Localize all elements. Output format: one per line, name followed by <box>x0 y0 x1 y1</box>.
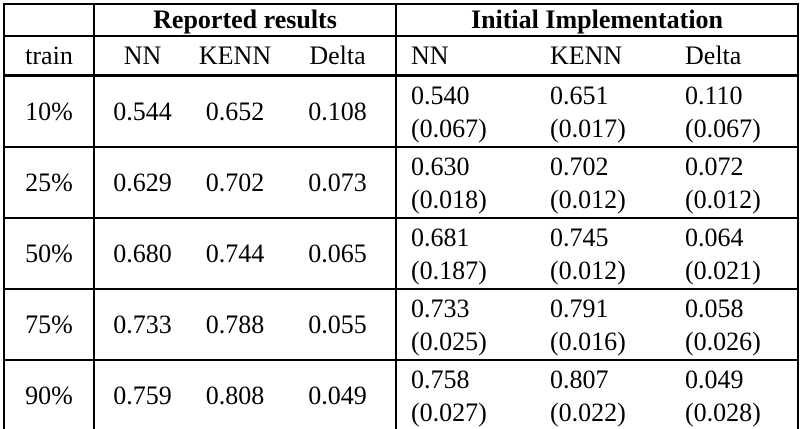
initial-delta-cell: 0.058 (0.026) <box>671 289 798 361</box>
initial-kenn-cell: 0.791 (0.016) <box>536 289 671 361</box>
initial-nn-cell: 0.540 (0.067) <box>396 75 536 148</box>
initial-delta-std: (0.067) <box>685 113 761 143</box>
initial-nn-value: 0.540 <box>411 80 470 110</box>
initial-kenn-value: 0.702 <box>550 151 609 181</box>
column-header-reported-delta: Delta <box>280 36 397 77</box>
initial-nn-value: 0.630 <box>411 151 470 181</box>
reported-kenn-value: 0.702 <box>190 147 280 219</box>
initial-nn-std: (0.067) <box>411 113 487 143</box>
train-label: 75% <box>4 289 95 361</box>
initial-nn-std: (0.018) <box>411 184 487 214</box>
initial-delta-value: 0.110 <box>685 80 743 110</box>
initial-kenn-std: (0.012) <box>550 255 626 285</box>
initial-kenn-cell: 0.807 (0.022) <box>536 360 671 429</box>
reported-nn-value: 0.629 <box>94 147 190 219</box>
initial-nn-value: 0.733 <box>411 293 470 323</box>
initial-nn-cell: 0.733 (0.025) <box>396 289 536 361</box>
table-row-90pct: 90% 0.759 0.808 0.049 0.758 (0.027) 0.80… <box>4 360 798 429</box>
table-row-75pct: 75% 0.733 0.788 0.055 0.733 (0.025) 0.79… <box>4 289 798 361</box>
initial-delta-std: (0.012) <box>685 184 761 214</box>
reported-kenn-value: 0.744 <box>190 218 280 290</box>
reported-kenn-value: 0.788 <box>190 289 280 361</box>
column-header-row: train NN KENN Delta NN KENN Delta <box>4 36 798 77</box>
column-header-reported-nn: NN <box>94 36 190 77</box>
table-row-25pct: 25% 0.629 0.702 0.073 0.630 (0.018) 0.70… <box>4 147 798 219</box>
initial-kenn-value: 0.651 <box>550 80 609 110</box>
column-header-initial-nn: NN <box>396 36 536 77</box>
column-header-initial-delta: Delta <box>671 36 798 77</box>
reported-delta-value: 0.055 <box>280 289 397 361</box>
initial-kenn-value: 0.791 <box>550 293 609 323</box>
train-label: 90% <box>4 360 95 429</box>
initial-kenn-cell: 0.702 (0.012) <box>536 147 671 219</box>
initial-kenn-cell: 0.651 (0.017) <box>536 75 671 148</box>
reported-delta-value: 0.049 <box>280 360 397 429</box>
initial-nn-std: (0.025) <box>411 326 487 356</box>
initial-kenn-std: (0.016) <box>550 326 626 356</box>
initial-kenn-std: (0.017) <box>550 113 626 143</box>
reported-kenn-value: 0.808 <box>190 360 280 429</box>
reported-nn-value: 0.759 <box>94 360 190 429</box>
initial-nn-value: 0.758 <box>411 364 470 394</box>
reported-kenn-value: 0.652 <box>190 75 280 148</box>
reported-delta-value: 0.073 <box>280 147 397 219</box>
group-header-reported: Reported results <box>94 4 397 37</box>
initial-delta-std: (0.028) <box>685 397 761 427</box>
column-header-train: train <box>4 36 95 77</box>
initial-nn-value: 0.681 <box>411 222 470 252</box>
initial-nn-cell: 0.681 (0.187) <box>396 218 536 290</box>
initial-nn-std: (0.027) <box>411 397 487 427</box>
reported-delta-value: 0.108 <box>280 75 397 148</box>
train-label: 25% <box>4 147 95 219</box>
initial-delta-cell: 0.064 (0.021) <box>671 218 798 290</box>
results-table: Reported results Initial Implementation … <box>3 3 799 429</box>
initial-delta-value: 0.064 <box>685 222 744 252</box>
group-header-row: Reported results Initial Implementation <box>4 4 798 37</box>
initial-kenn-value: 0.807 <box>550 364 609 394</box>
train-label: 50% <box>4 218 95 290</box>
initial-delta-value: 0.058 <box>685 293 744 323</box>
column-header-initial-kenn: KENN <box>536 36 671 77</box>
initial-nn-std: (0.187) <box>411 255 487 285</box>
train-label: 10% <box>4 75 95 148</box>
initial-nn-cell: 0.758 (0.027) <box>396 360 536 429</box>
initial-delta-cell: 0.049 (0.028) <box>671 360 798 429</box>
column-header-reported-kenn: KENN <box>190 36 280 77</box>
corner-empty-cell <box>4 4 95 37</box>
initial-delta-value: 0.049 <box>685 364 744 394</box>
initial-nn-cell: 0.630 (0.018) <box>396 147 536 219</box>
initial-delta-std: (0.026) <box>685 326 761 356</box>
reported-nn-value: 0.680 <box>94 218 190 290</box>
initial-delta-cell: 0.110 (0.067) <box>671 75 798 148</box>
reported-nn-value: 0.733 <box>94 289 190 361</box>
initial-kenn-value: 0.745 <box>550 222 609 252</box>
initial-kenn-cell: 0.745 (0.012) <box>536 218 671 290</box>
initial-delta-value: 0.072 <box>685 151 744 181</box>
table-row-10pct: 10% 0.544 0.652 0.108 0.540 (0.067) 0.65… <box>4 75 798 148</box>
initial-delta-std: (0.021) <box>685 255 761 285</box>
group-header-initial: Initial Implementation <box>396 4 798 37</box>
table-row-50pct: 50% 0.680 0.744 0.065 0.681 (0.187) 0.74… <box>4 218 798 290</box>
initial-delta-cell: 0.072 (0.012) <box>671 147 798 219</box>
reported-nn-value: 0.544 <box>94 75 190 148</box>
initial-kenn-std: (0.012) <box>550 184 626 214</box>
reported-delta-value: 0.065 <box>280 218 397 290</box>
initial-kenn-std: (0.022) <box>550 397 626 427</box>
